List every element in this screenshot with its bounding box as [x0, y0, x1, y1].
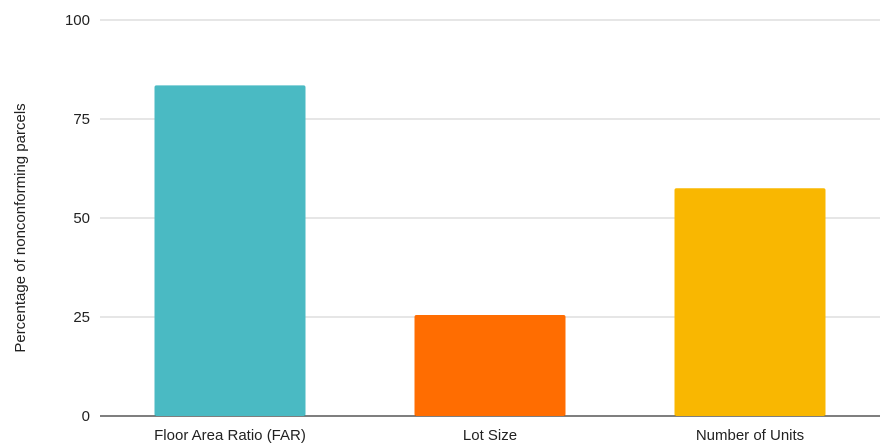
- y-axis-ticks: 0 25 50 75 100: [65, 12, 90, 425]
- x-axis-ticks: Floor Area Ratio (FAR) Lot Size Number of …: [154, 427, 804, 444]
- x-tick-label: Number of Units: [696, 427, 804, 444]
- y-tick-label: 75: [73, 111, 90, 128]
- bar-2: [414, 315, 566, 416]
- bars: [154, 85, 826, 416]
- bar-1: [154, 85, 306, 416]
- x-tick-label: Lot Size: [463, 427, 517, 444]
- y-tick-label: 50: [73, 210, 90, 227]
- y-axis-title: Percentage of nonconforming parcels: [12, 103, 29, 352]
- x-tick-label: Floor Area Ratio (FAR): [154, 427, 306, 444]
- y-tick-label: 25: [73, 309, 90, 326]
- y-tick-label: 100: [65, 12, 90, 29]
- bar-3: [674, 188, 826, 416]
- y-tick-label: 0: [82, 408, 90, 425]
